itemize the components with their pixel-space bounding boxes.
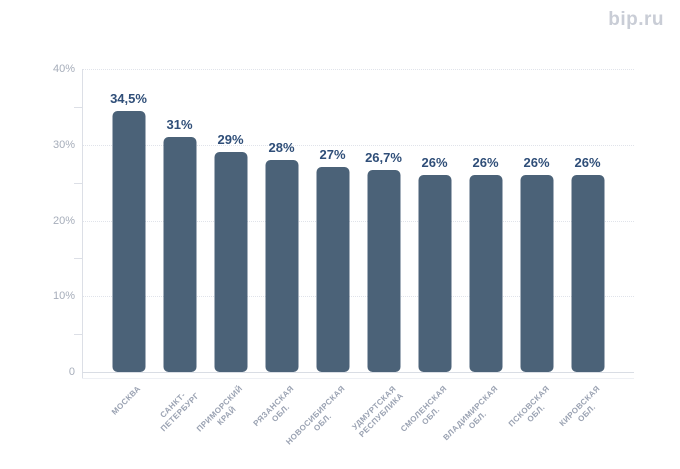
bars-layer: 34,5% МОСКВА 31% САНКТ- ПЕТЕРБУРГ 29% ПРИМОРСК…: [103, 69, 613, 446]
bar-value-label: 26%: [472, 155, 499, 171]
bar-value-label: 26%: [523, 155, 550, 171]
x-axis-outer-line: [82, 378, 634, 379]
bar-8[interactable]: [469, 175, 502, 372]
category-column: 26,7% УДМУРТСКАЯ РЕСПУБЛИКА: [350, 69, 409, 440]
gridline-40: [83, 69, 634, 70]
bar-value-label: 26%: [574, 155, 601, 171]
category-column: 28% РЯЗАНСКАЯ ОБЛ.: [252, 69, 307, 428]
y-axis-line: [82, 69, 83, 379]
y-minor-tick-5: [74, 334, 82, 336]
gridline-20: [83, 220, 634, 222]
y-minor-tick-35: [74, 106, 82, 108]
y-tick-label-40: 40%: [52, 63, 75, 75]
x-category-label: КИРОВСКАЯ ОБЛ.: [557, 384, 602, 429]
bar-value-label: 28%: [268, 139, 295, 155]
bar-5[interactable]: [316, 167, 349, 372]
bar-10[interactable]: [571, 175, 604, 372]
category-column: 31% САНКТ- ПЕТЕРБУРГ: [154, 69, 205, 433]
x-category-label: ПРИМОРСКИЙ КРАЙ: [195, 384, 245, 434]
category-column: 29% ПРИМОРСКИЙ КРАЙ: [195, 69, 256, 434]
bar-1[interactable]: [112, 110, 145, 372]
bar-value-label: 34,5%: [110, 90, 147, 106]
bar-6[interactable]: [367, 169, 400, 372]
y-minor-tick-25: [74, 182, 82, 184]
bar-value-label: 31%: [166, 117, 193, 133]
bar-value-label: 27%: [319, 147, 346, 163]
y-tick-label-20: 20%: [52, 214, 75, 227]
x-category-label: МОСКВА: [110, 384, 143, 417]
y-minor-tick-15: [74, 258, 82, 260]
y-tick-label-10: 10%: [52, 290, 75, 303]
bar-7[interactable]: [418, 175, 451, 372]
x-category-label: УДМУРТСКАЯ РЕСПУБЛИКА: [350, 384, 406, 440]
category-column: 34,5% МОСКВА: [103, 69, 154, 417]
gridline-10: [83, 296, 634, 298]
bar-9[interactable]: [520, 175, 553, 372]
plot-area: 0 10% 20% 30% 40% 34,5% МОСКВА 31% САНКТ- ПЕТЕРБ…: [53, 63, 634, 446]
category-column: 26% ПСКОВСКАЯ ОБЛ.: [506, 69, 562, 428]
gridline-30: [83, 144, 634, 146]
category-column: 26% СМОЛЕНСКАЯ ОБЛ.: [399, 69, 460, 434]
category-column: 26% ВЛАДИМИРСКАЯ ОБЛ.: [442, 69, 511, 442]
bar-3[interactable]: [214, 152, 247, 372]
bar-value-label: 26,7%: [365, 149, 402, 165]
bar-2[interactable]: [163, 137, 196, 372]
y-tick-label-0: 0: [68, 366, 75, 378]
bar-value-label: 29%: [217, 132, 244, 148]
category-column: 26% КИРОВСКАЯ ОБЛ.: [558, 69, 613, 428]
bar-4[interactable]: [265, 159, 298, 372]
x-category-label: ПСКОВСКАЯ ОБЛ.: [506, 384, 551, 429]
category-column: 27% НОВОСИБИРСКАЯ ОБЛ.: [284, 69, 358, 446]
y-tick-label-30: 30%: [52, 138, 75, 151]
bar-value-label: 26%: [421, 155, 448, 171]
x-axis-line: [82, 372, 634, 373]
bip-ru-logo: bip.ru: [608, 9, 664, 30]
